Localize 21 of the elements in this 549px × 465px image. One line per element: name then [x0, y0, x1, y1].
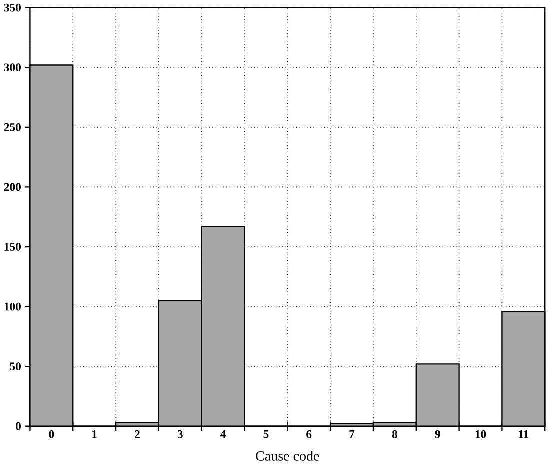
y-tick-label: 200	[4, 183, 21, 192]
x-tick-label: 4	[220, 430, 226, 438]
x-tick-label: 6	[306, 430, 312, 438]
y-tick-label: 150	[4, 243, 21, 252]
y-tick-label: 300	[4, 64, 21, 72]
y-tick-label: 100	[4, 302, 21, 311]
x-tick-label: 1	[92, 430, 97, 438]
x-tick-label: 7	[350, 430, 355, 438]
x-tick-label: 0	[49, 430, 54, 438]
x-tick-label: 2	[135, 430, 140, 438]
x-axis-title: Cause code	[256, 451, 320, 462]
x-tick-label: 9	[435, 430, 440, 438]
y-tick-label: 350	[4, 4, 21, 12]
y-tick-label: 50	[10, 362, 21, 371]
y-tick-label: 0	[16, 422, 21, 430]
y-tick-label: 250	[4, 124, 21, 132]
x-tick-label: 8	[392, 430, 398, 438]
x-tick-label: 3	[178, 430, 183, 438]
x-tick-label: 10	[476, 430, 486, 438]
x-tick-label: 5	[264, 430, 269, 438]
x-tick-label: 11	[519, 430, 529, 438]
